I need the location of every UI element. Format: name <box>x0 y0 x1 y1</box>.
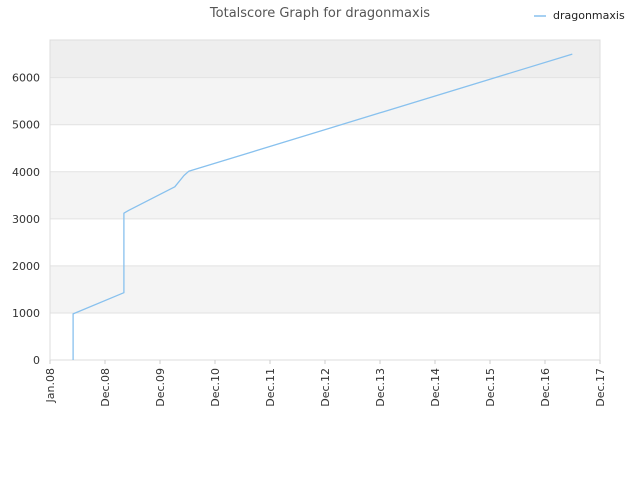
x-tick-label: Jan.08 <box>44 368 57 403</box>
grid-band <box>50 40 600 78</box>
x-tick-label: Dec.16 <box>539 368 552 407</box>
y-tick-label: 0 <box>33 354 40 367</box>
y-tick-label: 5000 <box>12 119 40 132</box>
y-tick-label: 3000 <box>12 213 40 226</box>
y-tick-label: 4000 <box>12 166 40 179</box>
grid-lines <box>50 77 600 361</box>
x-tick-label: Dec.09 <box>154 368 167 407</box>
grid-band <box>50 265 600 313</box>
x-tick-label: Dec.14 <box>429 368 442 407</box>
plot-area <box>49 39 601 361</box>
y-tick-label: 2000 <box>12 260 40 273</box>
grid-bands <box>50 40 600 360</box>
grid-band <box>50 77 600 125</box>
y-tick-label: 1000 <box>12 307 40 320</box>
x-tick-label: Dec.11 <box>264 368 277 407</box>
x-axis: Jan.08 Dec.08 Dec.09 Dec.10 Dec.11 Dec.12 Dec.… <box>44 360 607 407</box>
series-layer <box>72 53 573 360</box>
legend[interactable]: dragonmaxis <box>534 9 625 22</box>
grid-band <box>50 218 600 266</box>
series-line-dragonmaxis <box>72 53 573 360</box>
x-tick-label: Dec.12 <box>319 368 332 407</box>
x-tick-label: Dec.08 <box>99 368 112 407</box>
y-tick-label: 6000 <box>12 72 40 85</box>
x-tick-label: Dec.15 <box>484 368 497 407</box>
grid-band <box>50 312 600 360</box>
grid-band <box>50 171 600 219</box>
y-axis: 0 1000 2000 3000 4000 5000 6000 <box>12 72 40 367</box>
x-tick-label: Dec.17 <box>594 368 607 407</box>
legend-label: dragonmaxis <box>553 9 625 22</box>
chart-title: Totalscore Graph for dragonmaxis <box>209 6 430 21</box>
grid-band <box>50 124 600 172</box>
x-tick-label: Dec.10 <box>209 368 222 407</box>
x-tick-label: Dec.13 <box>374 368 387 407</box>
